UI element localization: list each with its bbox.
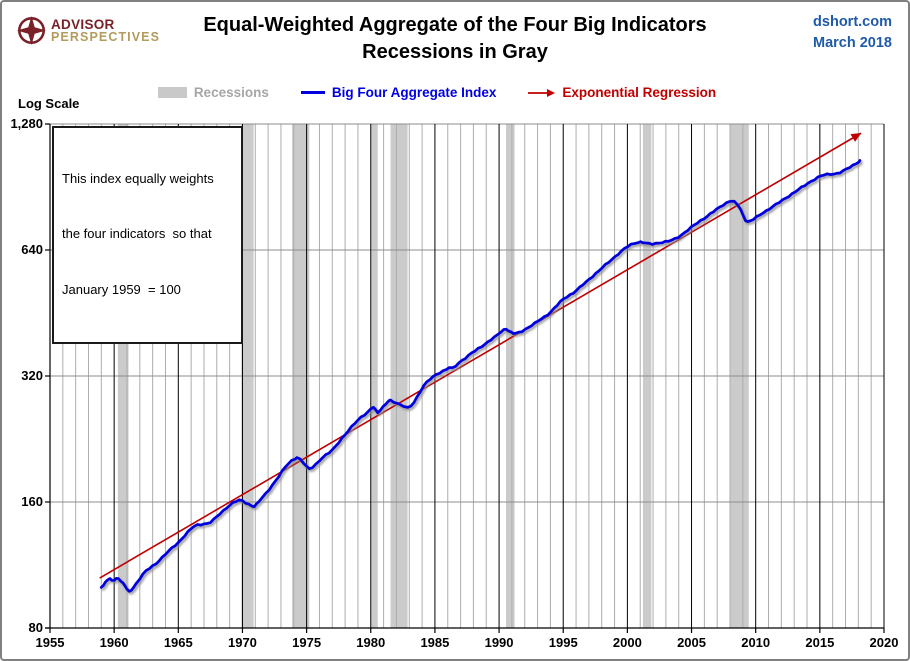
legend-item-recessions: Recessions (157, 85, 269, 100)
source-site: dshort.com (813, 14, 892, 30)
chart-title: Equal-Weighted Aggregate of the Four Big… (122, 12, 788, 66)
source-block: dshort.com March 2018 (813, 12, 892, 54)
x-tick-label: 1965 (163, 635, 193, 650)
legend-label-recessions: Recessions (193, 85, 269, 100)
big-four-aggregate-line (99, 159, 862, 593)
x-tick-label: 1960 (99, 635, 129, 650)
x-tick-label: 1970 (227, 635, 257, 650)
x-tick-label: 1985 (420, 635, 450, 650)
recession-swatch-icon (157, 87, 187, 98)
annotation-line1: This index equally weights (62, 170, 214, 186)
title-line2: Recessions in Gray (362, 41, 548, 63)
annotation-line2: the four indicators so that (62, 226, 212, 242)
compass-icon (17, 16, 46, 45)
x-tick-label: 1975 (292, 635, 322, 650)
advisor-perspectives-logo: ADVISOR PERSPECTIVES (16, 15, 160, 46)
legend-item-regression: Exponential Regression (528, 85, 716, 100)
x-tick-label: 1980 (356, 635, 386, 650)
x-tick-label: 2000 (612, 635, 642, 650)
y-tick-label: 320 (21, 368, 43, 383)
legend-label-regression: Exponential Regression (562, 85, 717, 100)
legend: Recessions Big Four Aggregate Index Expo… (2, 85, 872, 100)
x-tick-label: 2005 (677, 635, 706, 650)
y-tick-label: 80 (28, 620, 43, 635)
logo-text: ADVISOR PERSPECTIVES (51, 15, 160, 44)
x-tick-label: 2015 (805, 635, 835, 650)
x-tick-label: 1995 (548, 635, 578, 650)
x-tick-label: 1990 (484, 635, 514, 650)
logo-perspectives: PERSPECTIVES (51, 30, 161, 44)
y-tick-label: 1,280 (10, 116, 43, 131)
title-line1: Equal-Weighted Aggregate of the Four Big… (203, 14, 707, 36)
x-tick-label: 1955 (35, 635, 65, 650)
y-tick-label: 160 (21, 494, 43, 509)
blue-line-swatch-icon (300, 91, 325, 94)
x-tick-label: 2010 (741, 635, 771, 650)
annotation-box: This index equally weights the four indi… (52, 126, 243, 344)
exponential-regression-line (99, 132, 862, 579)
x-tick-label: 2020 (869, 635, 899, 650)
log-scale-label: Log Scale (18, 96, 80, 111)
annotation-line3: January 1959 = 100 (62, 281, 181, 297)
red-arrow-swatch-icon (528, 88, 556, 97)
logo-advisor: ADVISOR (51, 17, 115, 32)
y-tick-label: 640 (21, 242, 43, 257)
legend-label-bigfour: Big Four Aggregate Index (331, 85, 497, 100)
legend-item-bigfour: Big Four Aggregate Index (300, 85, 497, 100)
source-date: March 2018 (813, 35, 892, 51)
